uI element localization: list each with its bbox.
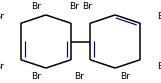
Text: Br: Br (82, 2, 92, 11)
Text: Br: Br (74, 72, 84, 81)
Text: Br: Br (69, 2, 79, 11)
Text: Br: Br (157, 62, 161, 71)
Text: Br: Br (31, 2, 41, 11)
Text: Br: Br (157, 12, 161, 21)
Text: Br: Br (31, 72, 41, 81)
Text: Br: Br (120, 72, 130, 81)
Text: Br: Br (0, 12, 4, 21)
Text: Br: Br (0, 62, 4, 71)
